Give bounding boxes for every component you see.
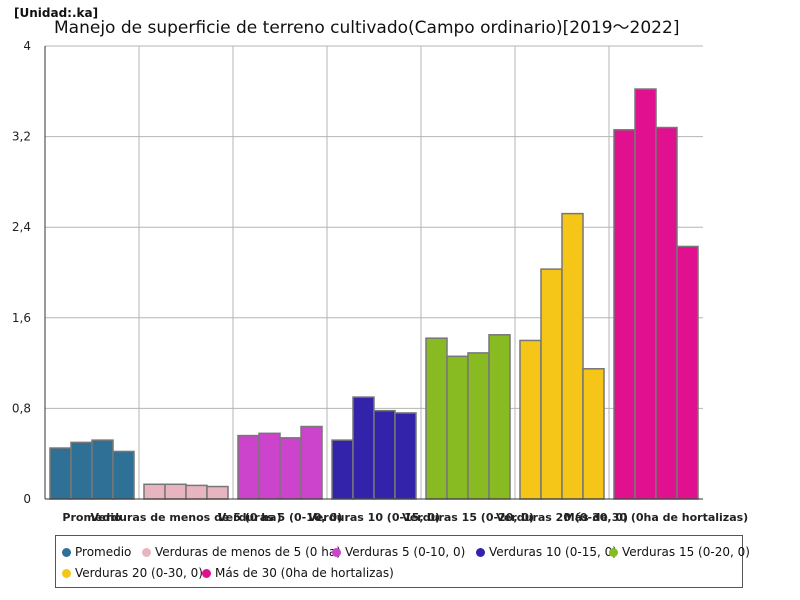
bar: [446, 355, 469, 500]
legend-swatch: [476, 547, 485, 557]
bar: [70, 441, 93, 500]
legend-item: Promedio: [62, 545, 131, 559]
x-category-label: Verduras de menos de 5 (0 ha): [90, 511, 281, 524]
legend-swatch: [142, 547, 151, 557]
legend-item: Verduras 20 (0-30, 0): [62, 566, 203, 580]
bar: [634, 88, 657, 500]
x-category-label: Verduras 5 (0-10, 0): [218, 511, 342, 524]
bar: [425, 337, 448, 500]
legend-label: Verduras 10 (0-15, 0): [489, 545, 617, 559]
x-category-label: Verduras 20 (0-30, 0): [496, 511, 628, 524]
bar: [237, 434, 260, 500]
bar: [279, 437, 302, 500]
bar: [91, 439, 114, 500]
legend-swatch: [62, 568, 71, 578]
bar: [540, 268, 563, 500]
legend-label: Verduras 15 (0-20, 0): [622, 545, 750, 559]
bar: [352, 396, 375, 500]
y-tick-label: 2,4: [12, 220, 31, 234]
legend-item: Verduras 10 (0-15, 0): [476, 545, 617, 559]
x-category-label: Verduras 15 (0-20, 0): [402, 511, 534, 524]
bar: [519, 339, 542, 500]
legend-label: Más de 30 (0ha de hortalizas): [215, 566, 394, 580]
bar: [49, 447, 72, 500]
x-category-label: Promedio: [62, 511, 122, 524]
x-category-label: Verduras 10 (0-15, 0): [308, 511, 440, 524]
y-tick-label: 0: [23, 492, 31, 506]
bar: [373, 409, 396, 500]
chart-title: Manejo de superficie de terreno cultivad…: [54, 18, 680, 38]
legend-swatch: [609, 547, 618, 557]
bar: [258, 432, 281, 500]
legend-swatch: [202, 568, 211, 578]
bar: [488, 334, 511, 500]
unit-label: [Unidad:.ka]: [14, 6, 99, 20]
bar: [561, 212, 584, 500]
y-tick-label: 1,6: [12, 311, 31, 325]
legend: Promedio Verduras de menos de 5 (0 ha) Ver…: [55, 535, 750, 588]
bar: [300, 425, 323, 500]
bar: [676, 245, 699, 500]
legend-label: Verduras 20 (0-30, 0): [75, 566, 203, 580]
bar: [613, 129, 636, 500]
bar: [467, 352, 490, 500]
bar: [143, 483, 166, 500]
legend-item: Más de 30 (0ha de hortalizas): [202, 566, 394, 580]
bar: [206, 485, 229, 500]
legend-item: Verduras de menos de 5 (0 ha): [142, 545, 341, 559]
bar: [582, 368, 605, 500]
bar: [164, 483, 187, 500]
legend-swatch: [62, 547, 71, 557]
legend-label: Promedio: [75, 545, 132, 559]
legend-swatch: [332, 547, 341, 557]
legend-item: Verduras 5 (0-10, 0): [332, 545, 465, 559]
bar: [331, 439, 354, 500]
bar: [185, 484, 208, 500]
legend-label: Verduras 5 (0-10, 0): [345, 545, 466, 559]
legend-item: Verduras 15 (0-20, 0): [609, 545, 750, 559]
y-tick-label: 0,8: [12, 401, 31, 415]
bar: [112, 450, 135, 500]
x-category-label: Más de 30 (0ha de hortalizas): [564, 511, 748, 524]
bar: [655, 126, 678, 500]
bar: [394, 412, 417, 500]
y-tick-label: 4: [23, 39, 31, 53]
legend-label: Verduras de menos de 5 (0 ha): [155, 545, 341, 559]
y-tick-label: 3,2: [12, 130, 31, 144]
